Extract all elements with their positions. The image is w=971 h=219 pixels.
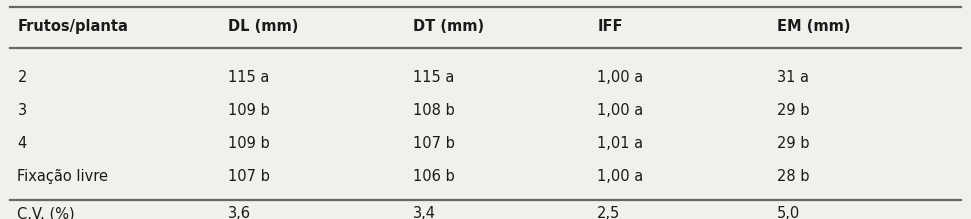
Text: 3: 3 xyxy=(17,103,26,118)
Text: 2: 2 xyxy=(17,70,27,85)
Text: 29 b: 29 b xyxy=(777,103,809,118)
Text: Frutos/planta: Frutos/planta xyxy=(17,19,128,34)
Text: 115 a: 115 a xyxy=(228,70,270,85)
Text: IFF: IFF xyxy=(597,19,622,34)
Text: EM (mm): EM (mm) xyxy=(777,19,851,34)
Text: 1,00 a: 1,00 a xyxy=(597,103,644,118)
Text: 115 a: 115 a xyxy=(413,70,454,85)
Text: 29 b: 29 b xyxy=(777,136,809,151)
Text: DT (mm): DT (mm) xyxy=(413,19,484,34)
Text: 107 b: 107 b xyxy=(413,136,454,151)
Text: 1,00 a: 1,00 a xyxy=(597,70,644,85)
Text: 1,01 a: 1,01 a xyxy=(597,136,644,151)
Text: 109 b: 109 b xyxy=(228,136,270,151)
Text: 4: 4 xyxy=(17,136,27,151)
Text: 107 b: 107 b xyxy=(228,169,270,184)
Text: 108 b: 108 b xyxy=(413,103,454,118)
Text: 1,00 a: 1,00 a xyxy=(597,169,644,184)
Text: 3,4: 3,4 xyxy=(413,206,436,219)
Text: C.V. (%): C.V. (%) xyxy=(17,206,75,219)
Text: 106 b: 106 b xyxy=(413,169,454,184)
Text: 3,6: 3,6 xyxy=(228,206,251,219)
Text: DL (mm): DL (mm) xyxy=(228,19,298,34)
Text: 2,5: 2,5 xyxy=(597,206,620,219)
Text: 28 b: 28 b xyxy=(777,169,809,184)
Text: 31 a: 31 a xyxy=(777,70,809,85)
Text: Fixação livre: Fixação livre xyxy=(17,169,109,184)
Text: 5,0: 5,0 xyxy=(777,206,800,219)
Text: 109 b: 109 b xyxy=(228,103,270,118)
